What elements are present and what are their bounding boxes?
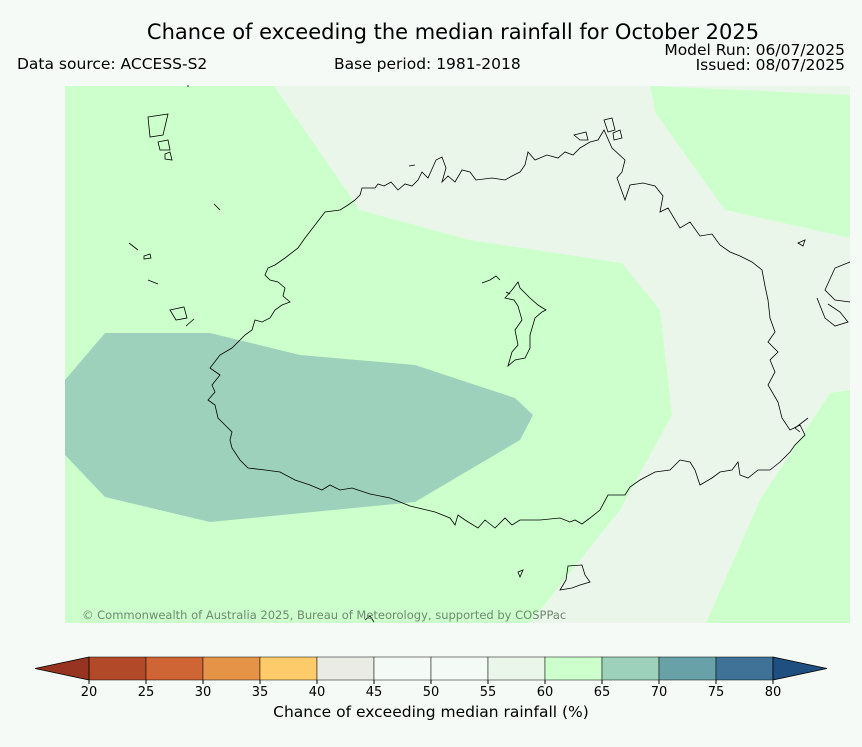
east-coast-fragment-1 (824, 261, 851, 303)
islet-w-2 (128, 242, 139, 251)
colorbar-tick-label: 35 (252, 685, 269, 700)
colorbar-bin-75-80 (715, 656, 774, 681)
colorbar-extend-high (772, 656, 828, 681)
colorbar-tick-label: 40 (309, 685, 326, 700)
region-55-60-north-east (652, 86, 850, 95)
colorbar-bin-65-70 (601, 656, 660, 681)
islet-nw-1 (147, 113, 169, 138)
islet-e-1 (797, 239, 806, 247)
central-island-coastline (504, 281, 547, 368)
colorbar-tick-label: 30 (195, 685, 212, 700)
east-coast-fragment-2 (816, 297, 849, 327)
islet-ne-3 (612, 129, 623, 141)
colorbar-bin-20-25 (88, 656, 147, 681)
islet-w-4 (147, 279, 159, 285)
copyright-notice: © Commonwealth of Australia 2025, Bureau… (82, 608, 567, 622)
colorbar-tick-label: 45 (366, 685, 383, 700)
base-period-label: Base period: 1981-2018 (334, 55, 521, 73)
east-coast-fragment-3 (794, 417, 809, 433)
islet-s-1 (517, 569, 524, 579)
issued-label: Issued: 08/07/2025 (695, 56, 845, 74)
colorbar-tick-label: 20 (81, 685, 98, 700)
islet-s-3 (364, 615, 375, 623)
region-65-70-band (65, 333, 533, 522)
colorbar-bin-25-30 (145, 656, 204, 681)
islet-w-6 (185, 318, 195, 327)
colorbar-title: Chance of exceeding median rainfall (%) (273, 703, 589, 721)
colorbar-extend-low (34, 656, 90, 681)
islet-nw-3 (164, 151, 173, 161)
islet-central-1 (481, 275, 501, 284)
colorbar-bin-55-60 (487, 656, 546, 681)
islet-nw-2 (157, 139, 171, 151)
islet-w-1 (213, 203, 221, 211)
islet-ne-2 (603, 117, 616, 133)
data-source-label: Data source: ACCESS-S2 (17, 55, 208, 73)
colorbar-tick-label: 65 (594, 685, 611, 700)
colorbar-ticks: 20 25 30 35 40 45 50 55 60 65 70 75 80 (81, 680, 782, 700)
coastline-group (128, 85, 851, 623)
colorbar-tick-label: 80 (765, 685, 782, 700)
islet-s-2 (559, 564, 591, 591)
model-run-label: Model Run: 06/07/2025 (664, 41, 845, 59)
colorbar-bin-30-35 (202, 656, 261, 681)
colorbar-tick-label: 75 (708, 685, 725, 700)
colorbar-tick-label: 55 (480, 685, 497, 700)
colorbar-bin-50-55 (430, 656, 489, 681)
region-55-60-band (274, 86, 850, 623)
colorbar-tick-label: 70 (651, 685, 668, 700)
islet-w-3 (143, 253, 152, 260)
islet-central-2 (505, 291, 511, 295)
colorbar-bin-45-50 (373, 656, 432, 681)
colorbar-bin-40-45 (316, 656, 375, 681)
colorbar-bins (88, 656, 774, 681)
islet-n-1 (408, 164, 416, 167)
colorbar-tick-label: 50 (423, 685, 440, 700)
map-title: Chance of exceeding the median rainfall … (146, 20, 760, 44)
islet-w-5 (169, 306, 188, 321)
colorbar-bin-35-40 (259, 656, 318, 681)
main-island-coastline (207, 129, 806, 529)
colorbar-bin-70-75 (658, 656, 717, 681)
colorbar-bin-60-65 (544, 656, 603, 681)
colorbar-tick-label: 25 (138, 685, 155, 700)
islet-ne-1 (573, 131, 589, 141)
colorbar-tick-label: 60 (537, 685, 554, 700)
